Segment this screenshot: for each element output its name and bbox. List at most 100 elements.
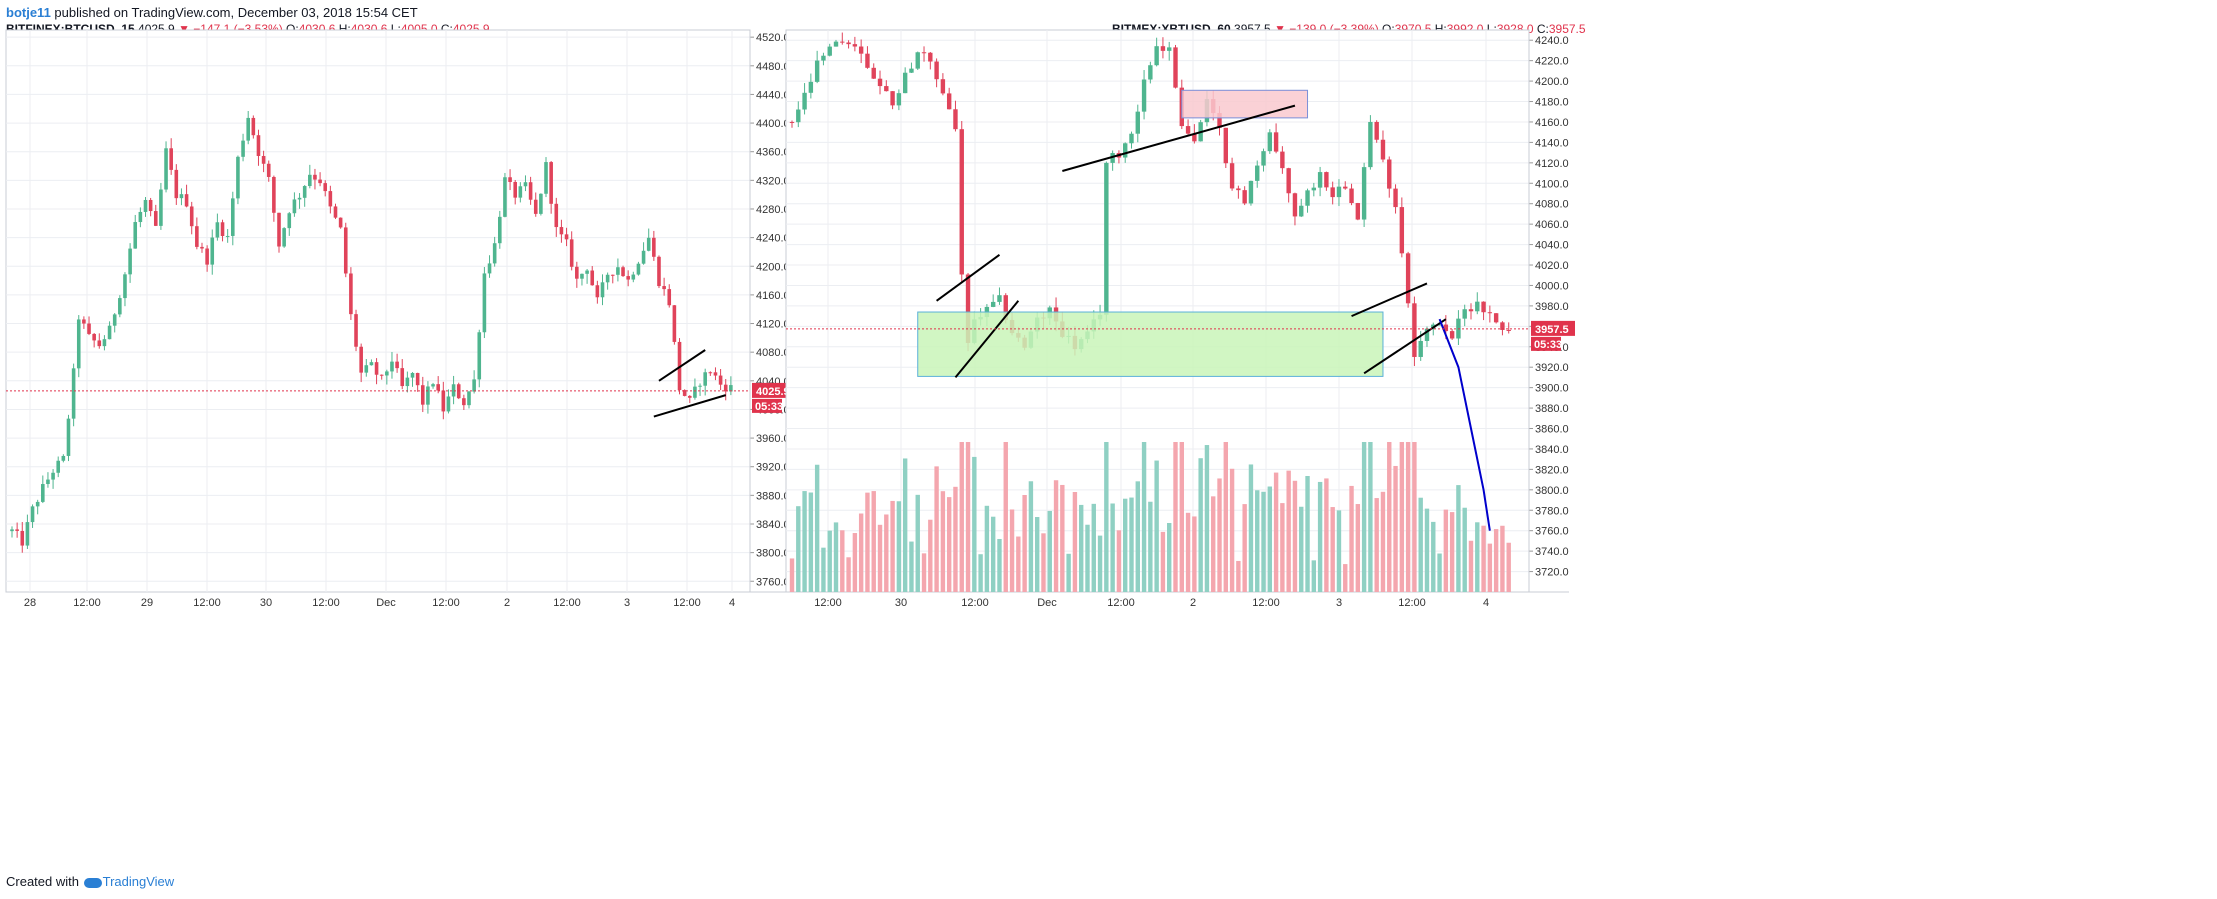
candle bbox=[30, 506, 35, 523]
candle bbox=[236, 156, 240, 199]
trendline bbox=[1351, 282, 1428, 318]
candle bbox=[1368, 121, 1373, 168]
candle bbox=[833, 41, 839, 47]
candle bbox=[123, 274, 127, 299]
candle bbox=[323, 183, 328, 192]
candle bbox=[410, 372, 415, 378]
candle bbox=[1317, 172, 1323, 188]
y-tick-label: 4480.0 bbox=[756, 61, 790, 73]
price-tag-bg bbox=[1531, 320, 1575, 336]
y-tick-label: 4020.0 bbox=[1535, 260, 1569, 272]
price-tag-bg bbox=[752, 382, 796, 398]
candle bbox=[56, 460, 61, 473]
volume-bar bbox=[1204, 445, 1210, 592]
y-tick-label: 4100.0 bbox=[1535, 178, 1569, 190]
volume-bar bbox=[1179, 442, 1184, 592]
volume-bar bbox=[934, 466, 939, 592]
volume-bar bbox=[1078, 504, 1084, 592]
candle bbox=[846, 42, 851, 45]
volume-bar bbox=[1399, 442, 1405, 592]
candle bbox=[1286, 168, 1291, 194]
candle bbox=[333, 206, 338, 218]
candle bbox=[621, 267, 625, 277]
candle bbox=[282, 228, 286, 247]
volume-bar bbox=[1009, 509, 1015, 592]
volume-bar bbox=[1104, 442, 1109, 592]
candle bbox=[200, 246, 204, 249]
candle bbox=[915, 52, 920, 69]
volume-bar bbox=[953, 486, 958, 592]
candle bbox=[858, 46, 864, 54]
candle bbox=[184, 194, 189, 207]
candle bbox=[877, 78, 883, 87]
candle bbox=[1248, 180, 1254, 204]
candle bbox=[426, 386, 430, 405]
plot-area bbox=[5, 29, 751, 593]
candle bbox=[827, 46, 832, 56]
volume-bar bbox=[802, 491, 807, 592]
volume-bar bbox=[1003, 442, 1008, 592]
x-tick-label: 2 bbox=[1190, 597, 1196, 609]
red-zone-box bbox=[1181, 89, 1309, 119]
y-tick-label: 4140.0 bbox=[1535, 137, 1569, 149]
volume-bar bbox=[1223, 442, 1229, 592]
volume-bar bbox=[1116, 530, 1122, 592]
candle bbox=[1349, 188, 1354, 204]
candle bbox=[1236, 188, 1241, 191]
candle bbox=[1324, 172, 1329, 188]
candle bbox=[554, 203, 559, 228]
volume-bar bbox=[984, 505, 990, 592]
price-tag-text: 3957.5 bbox=[1535, 324, 1569, 336]
candle bbox=[605, 274, 610, 283]
candle bbox=[595, 285, 600, 298]
candle bbox=[487, 263, 492, 274]
author-link[interactable]: botje11 bbox=[6, 5, 51, 20]
volume-bar bbox=[1487, 543, 1493, 592]
y-tick-label: 3800.0 bbox=[1535, 485, 1569, 497]
volume-bar bbox=[1185, 512, 1191, 592]
candle bbox=[41, 484, 45, 502]
candle bbox=[616, 267, 620, 275]
y-tick-label: 4200.0 bbox=[756, 261, 790, 273]
candle bbox=[118, 298, 122, 315]
candle bbox=[87, 323, 91, 334]
candle bbox=[76, 319, 81, 369]
candle bbox=[1493, 313, 1499, 323]
candle bbox=[15, 529, 19, 531]
candle bbox=[921, 52, 927, 54]
volume-bar bbox=[1361, 442, 1367, 592]
candle bbox=[1104, 162, 1109, 315]
volume-bar bbox=[1368, 442, 1373, 592]
candle bbox=[1393, 188, 1398, 208]
candle bbox=[308, 174, 312, 187]
candle bbox=[112, 314, 117, 326]
x-tick-label: 30 bbox=[895, 597, 907, 609]
candle bbox=[492, 243, 497, 264]
candle bbox=[796, 109, 801, 123]
candle bbox=[928, 52, 933, 62]
candle bbox=[102, 339, 107, 347]
candle bbox=[420, 385, 425, 405]
candle bbox=[159, 189, 163, 226]
candle bbox=[107, 325, 112, 340]
candle bbox=[672, 305, 677, 342]
candle bbox=[871, 67, 876, 79]
last-price-tag: 3957.5 05:33 bbox=[1531, 320, 1575, 351]
volume-bar bbox=[1072, 492, 1078, 592]
volume-bar bbox=[846, 557, 851, 592]
candle bbox=[138, 211, 143, 223]
candle bbox=[1405, 253, 1411, 304]
candle bbox=[890, 91, 895, 106]
candle bbox=[1330, 187, 1335, 198]
candle bbox=[1437, 324, 1442, 326]
y-tick-label: 4520.0 bbox=[756, 32, 790, 44]
candle bbox=[35, 501, 40, 507]
candle bbox=[1500, 322, 1505, 330]
candle bbox=[379, 374, 384, 376]
candle bbox=[467, 391, 471, 406]
candle bbox=[687, 395, 692, 398]
candle bbox=[292, 199, 297, 214]
footer-brand[interactable]: TradingView bbox=[102, 874, 175, 889]
candle bbox=[1267, 132, 1273, 152]
